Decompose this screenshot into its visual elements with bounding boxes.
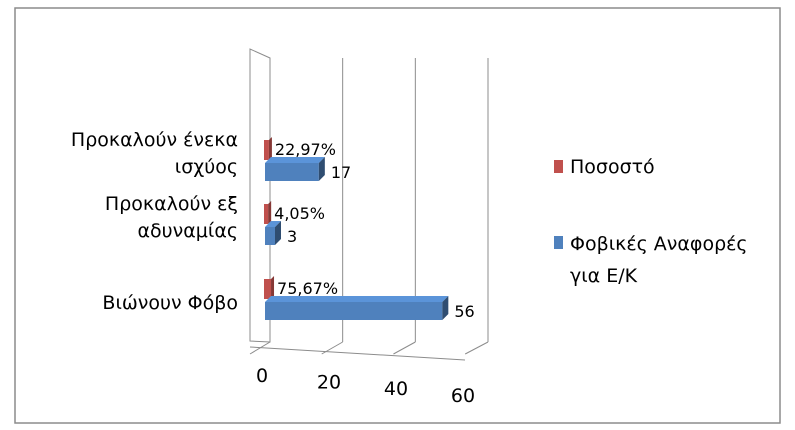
data-label-count: 17 [331,163,351,182]
y-category-label: αδυναμίας [138,220,238,242]
bar-percent [264,279,272,299]
gridline-floor [393,341,416,355]
legend-swatch-percent [554,160,563,173]
data-label-count: 3 [287,227,297,246]
data-label-percent: 22,97% [275,140,336,159]
bar-count-top [265,221,281,227]
bar-count [265,163,319,181]
x-tick-label: 40 [384,378,408,400]
data-label-percent: 75,67% [277,279,338,298]
x-tick-label: 0 [256,365,268,387]
data-label-percent: 4,05% [274,204,325,223]
legend-label-percent: Ποσοστό [570,156,655,178]
y-category-label: Προκαλούν εξ [105,193,238,215]
bar-percent-side [268,201,272,224]
bar-count-top [265,157,325,163]
bar-count [265,302,443,320]
x-tick-label: 60 [451,385,475,407]
legend-label-count: Φοβικές Αναφορές [570,233,748,255]
bar-count-side [442,296,449,320]
bar-percent-side [268,137,272,160]
legend-label-count: για Ε/Κ [570,265,638,287]
bar-count-top [265,296,449,302]
bar-count [265,227,275,245]
bar-count-side [275,221,281,245]
bar-percent-side [271,276,275,299]
x-axis-line [249,346,466,361]
chart-plot-area: 0 20 40 60 22,97% 17 Προκαλούν ένεκα ισχύος 4,05… [71,48,489,407]
gridline-floor [464,341,489,355]
y-category-label: Βιώνουν Φόβο [102,292,238,314]
chart-border [14,7,781,424]
legend-swatch-count [554,236,563,249]
bar-percent [264,204,269,224]
chart-legend: Ποσοστό Φοβικές Αναφορές για Ε/Κ [554,156,748,287]
x-tick-label: 20 [317,372,341,394]
y-category-label: ισχύος [175,156,238,178]
y-category-label: Προκαλούν ένεκα [71,129,238,151]
bar-percent [264,140,269,160]
bar-count-side [318,157,325,181]
data-label-count: 56 [454,302,474,321]
